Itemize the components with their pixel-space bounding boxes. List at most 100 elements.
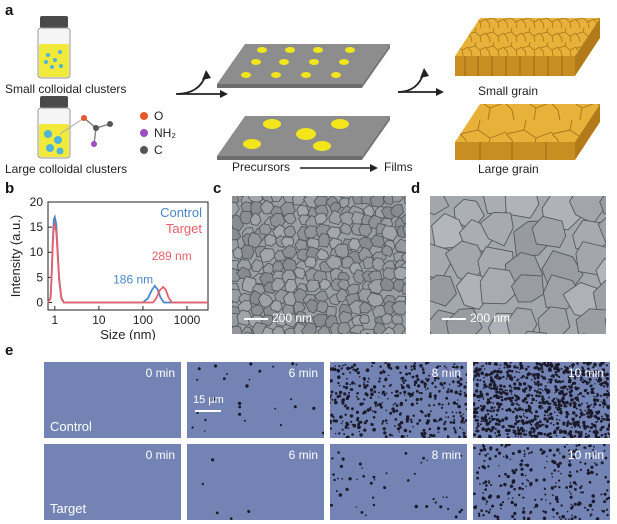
grain (336, 279, 351, 291)
crystal-dot (476, 378, 479, 382)
crystal-dot (565, 366, 569, 371)
crystal-dot (496, 395, 501, 400)
crystal-dot (386, 362, 391, 367)
crystal-dot (479, 392, 484, 397)
crystal-dot (520, 376, 523, 379)
crystal-dot (459, 414, 462, 418)
crystal-dot (533, 434, 536, 436)
scale-bar-label: 200 nm (272, 311, 313, 325)
crystal-dot (506, 410, 509, 412)
grain (305, 298, 319, 314)
crystal-dot (337, 381, 340, 385)
crystal-dot (571, 451, 574, 454)
crystal-dot (463, 435, 467, 438)
crystal-dot (493, 369, 497, 373)
crystal-dot (521, 487, 524, 491)
crystal-dot (513, 511, 517, 516)
crystal-dot (584, 409, 587, 412)
crystal-dot (222, 377, 226, 381)
crystal-dot (554, 371, 558, 374)
crystal-dot (518, 486, 522, 490)
crystal-dot (495, 448, 499, 452)
crystal-dot (488, 480, 490, 482)
crystal-dot (535, 362, 539, 366)
crystal-dot (490, 406, 494, 410)
crystal-dot (473, 362, 475, 366)
crystal-dot (338, 365, 341, 368)
crystal-dot (196, 411, 199, 414)
crystal-dot (489, 508, 492, 511)
crystal-dot (591, 499, 596, 504)
crystal-dot (526, 479, 528, 481)
crystal-dot (576, 362, 579, 365)
crystal-dot (522, 412, 525, 415)
crystal-dot (332, 415, 335, 419)
crystal-dot (477, 416, 479, 418)
crystal-dot (345, 487, 349, 491)
crystal-dot (523, 433, 526, 436)
crystal-dot (433, 376, 438, 380)
molecule-sketch (81, 115, 113, 147)
crystal-dot (523, 397, 528, 401)
crystal-dot (601, 415, 603, 418)
grain (240, 244, 255, 260)
crystal-dot (592, 399, 596, 402)
crystal-dot (443, 365, 446, 368)
crystal-dot (452, 365, 455, 369)
grain (510, 274, 545, 303)
crystal-dot (593, 402, 597, 406)
crystal-dot (482, 380, 485, 383)
crystal-dot (481, 496, 485, 500)
x-axis-label: Size (nm) (100, 327, 156, 340)
crystal-dot (488, 386, 491, 389)
crystal-dot (525, 401, 529, 404)
crystal-dot (570, 506, 574, 510)
crystal-dot (535, 390, 539, 394)
grain (241, 326, 253, 334)
crystal-dot (420, 380, 424, 384)
crystal-dot (372, 416, 376, 419)
crystal-dot (503, 366, 506, 369)
crystal-dot (560, 504, 563, 507)
crystal-dot (554, 381, 557, 383)
crystal-dot (395, 409, 399, 413)
crystal-dot (473, 410, 477, 414)
crystal-dot (559, 407, 561, 409)
crystal-dot (337, 477, 339, 480)
crystal-dot (487, 427, 490, 431)
crystal-dot (514, 435, 517, 437)
micrograph-target-2: 8 min (330, 444, 467, 520)
grain (313, 290, 329, 303)
crystal-dot (571, 417, 575, 422)
crystal-dot (496, 495, 500, 499)
crystal-dot (528, 419, 531, 423)
crystal-dot (579, 426, 581, 429)
crystal-dot (481, 427, 485, 431)
crystal-dot (544, 493, 547, 496)
crystal-dot (345, 424, 349, 427)
crystal-dot (543, 424, 545, 426)
crystal-dot (412, 414, 415, 417)
crystal-dot (592, 387, 595, 390)
crystal-dot (569, 365, 571, 368)
crystal-dot (492, 387, 495, 389)
annotation-control-peak: 186 nm (113, 272, 153, 286)
grain (282, 212, 297, 225)
crystal-dot (586, 388, 588, 391)
crystal-dot (417, 384, 421, 388)
crystal-dot (462, 428, 464, 431)
crystal-dot (330, 394, 333, 397)
crystal-dot (592, 391, 595, 395)
crystal-dot (598, 404, 602, 407)
crystal-dot (293, 405, 297, 409)
crystal-dot (603, 400, 606, 403)
crystal-dot (525, 420, 529, 425)
crystal-dot (378, 396, 380, 398)
crystal-dot (517, 408, 520, 411)
crystal-dot (586, 415, 590, 419)
crystal-dot (504, 444, 508, 447)
crystal-dot (524, 421, 527, 424)
crystal-dot (447, 388, 450, 391)
crystal-dot (523, 455, 526, 458)
crystal-dot (360, 511, 364, 514)
